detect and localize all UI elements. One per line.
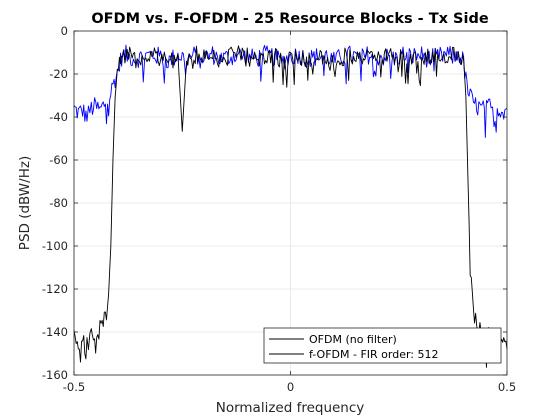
x-tick-label: 0 <box>287 380 294 394</box>
x-axis-label: Normalized frequency <box>216 400 365 416</box>
y-tick-label: -100 <box>42 239 68 253</box>
legend: OFDM (no filter) f-OFDM - FIR order: 512 <box>263 327 502 364</box>
series-line-fofdm <box>73 45 508 368</box>
y-tick-label: -60 <box>49 153 68 167</box>
y-tick-label: -120 <box>42 282 68 296</box>
y-tick-label: 0 <box>61 24 68 38</box>
y-tick-label: -20 <box>49 67 68 81</box>
y-tick-label: -140 <box>42 325 68 339</box>
y-axis-label: PSD (dBW/Hz) <box>17 156 33 250</box>
x-tick-label: 0.5 <box>498 380 516 394</box>
y-tick-label: -160 <box>42 368 68 382</box>
legend-box <box>263 327 502 364</box>
legend-entry: OFDM (no filter) <box>309 333 397 346</box>
plot-area <box>73 44 508 368</box>
y-tick-label: -80 <box>49 196 68 210</box>
grid-layer <box>73 30 508 376</box>
axes <box>73 30 508 376</box>
y-tick-label: -40 <box>49 110 68 124</box>
x-tick-label: -0.5 <box>63 380 85 394</box>
tick-labels: -0.5 0 0.5 0 -20 -40 -60 -80 -100 -120 -140 -160 <box>42 24 516 394</box>
chart-title: OFDM vs. F-OFDM - 25 Resource Blocks - T… <box>91 11 488 27</box>
legend-entry: f-OFDM - FIR order: 512 <box>309 348 439 361</box>
